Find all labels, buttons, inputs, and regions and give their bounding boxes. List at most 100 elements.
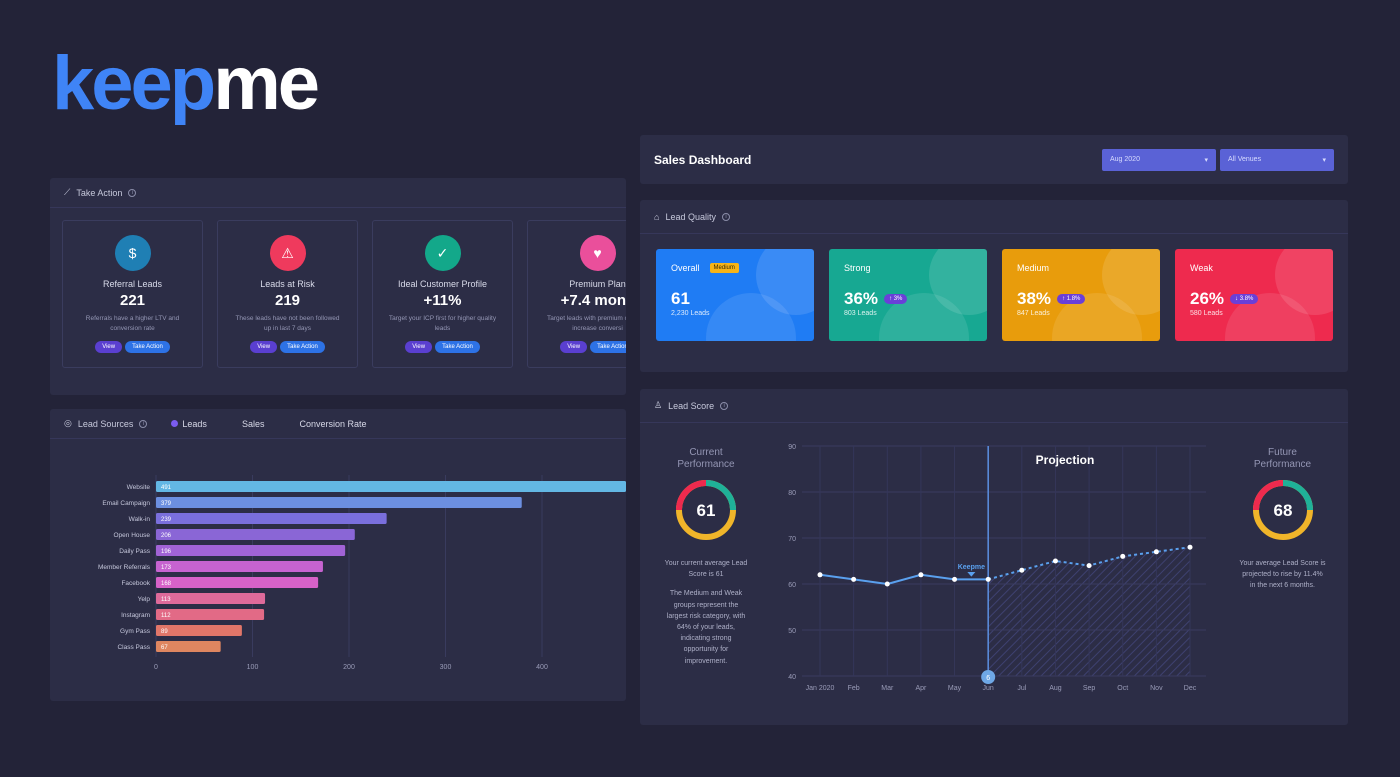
bar[interactable] [156,625,242,636]
x-tick-label: 200 [343,664,355,671]
data-point[interactable] [851,576,857,582]
view-button[interactable]: View [560,341,588,353]
card-label: Medium [1017,263,1050,273]
data-point[interactable] [1086,563,1092,569]
y-tick-label: 60 [788,582,796,589]
current-performance-text: Your current average Lead Score is 61 The … [650,558,762,667]
info-icon[interactable]: i [128,188,137,197]
current-score-value: 61 [697,501,716,520]
info-icon[interactable]: i [139,419,148,428]
card-description: Target leads with premium offers to incr… [546,315,626,332]
x-tick-label: Aug [1049,685,1062,692]
future-performance: Future Performance 68 Your average Lead S… [1225,447,1340,592]
timeline-handle[interactable] [981,670,996,684]
change-badge: ↑ 3% [884,294,908,304]
lead-quality-card[interactable]: Overall Medium 61 2,230 Leads [656,249,814,341]
data-point[interactable] [1052,558,1058,564]
text-line: largest risk category, with [666,612,746,620]
view-button[interactable]: View [95,341,123,353]
bar-value-label: 168 [161,581,172,587]
x-tick-label: Jun [983,685,994,692]
bar-value-label: 173 [161,565,172,571]
card-label: Strong [844,263,871,273]
take-action-card: ✓ Ideal Customer Profile +11% Target your I… [372,220,513,368]
take-action-button[interactable]: Take Action [125,341,170,353]
y-tick-label: 90 [788,444,796,451]
bar[interactable] [156,593,266,604]
chart-title: Projection [1036,453,1095,467]
take-action-button[interactable]: Take Action [280,341,325,353]
change-badge: ↓ 3.8% [1230,294,1259,304]
bar[interactable] [156,481,626,492]
bar-value-label: 206 [161,533,172,539]
text-line: opportunity for [683,646,729,654]
category-label: Class Pass [117,644,150,651]
bar[interactable] [156,545,346,556]
category-label: Daily Pass [119,548,150,555]
lead-quality-card[interactable]: Weak 26% ↓ 3.8% 580 Leads [1175,249,1333,341]
y-tick-label: 50 [788,628,796,635]
x-tick-label: Sep [1083,685,1096,692]
data-point[interactable] [1187,544,1193,550]
take-action-card: ♥ Premium Plan +7.4 mons Target leads with … [527,220,626,368]
legend-conversion-rate[interactable]: Conversion Rate [288,419,366,429]
bar[interactable] [156,513,387,524]
x-tick-label: 0 [154,664,158,671]
panel-title: Lead Quality [665,211,716,222]
bar[interactable] [156,609,265,620]
card-value: 219 [274,292,301,309]
card-subtext: 2,230 Leads [671,310,710,317]
future-score-value: 68 [1273,501,1292,520]
text-line: 64% of your leads, [677,623,735,631]
change-badge: ↑ 1.8% [1057,294,1086,304]
bar-value-label: 491 [161,485,172,491]
take-action-button[interactable]: Take Action [435,341,480,353]
month-select[interactable]: Aug 2020 ▾ [1102,148,1216,171]
bar[interactable] [156,497,522,508]
card-title: Referral Leads [102,279,163,289]
data-point[interactable] [817,572,823,578]
take-action-button[interactable]: Take Action [590,341,626,353]
card-title: Ideal Customer Profile [397,279,488,289]
card-description: Target your ICP first for higher quality… [388,315,497,332]
bar[interactable] [156,577,319,588]
data-point[interactable] [985,576,991,582]
person-icon: ♙ [654,400,663,410]
data-point[interactable] [952,576,958,582]
bar-value-label: 239 [161,517,172,523]
x-tick-label: 300 [440,664,452,671]
view-button[interactable]: View [405,341,433,353]
panel-title: Lead Score [668,400,715,411]
legend-sales[interactable]: Sales [231,419,265,429]
view-button[interactable]: View [250,341,278,353]
data-point[interactable] [918,572,924,578]
user-alert-icon: ⚠ [269,235,306,271]
data-point[interactable] [1120,553,1126,559]
bar[interactable] [156,529,355,540]
panel-title: Take Action [76,187,123,198]
y-tick-label: 40 [788,674,796,681]
data-point[interactable] [884,581,890,587]
info-icon[interactable]: i [720,401,729,410]
x-tick-label: Feb [848,685,860,692]
chevron-down-icon: ▾ [1322,156,1326,164]
x-tick-label: Apr [915,685,927,692]
data-point[interactable] [1153,549,1159,555]
future-score-gauge: 68 [1252,480,1313,540]
category-label: Walk-in [129,516,151,523]
chevron-down-icon: ▾ [1204,156,1208,164]
bar[interactable] [156,641,221,652]
lead-quality-card[interactable]: Medium 38% ↑ 1.8% 847 Leads [1002,249,1160,341]
venue-select[interactable]: All Venues ▾ [1220,148,1334,171]
card-description: Referrals have a higher LTV and conversi… [85,315,180,332]
y-tick-label: 80 [788,490,796,497]
legend-leads[interactable]: Leads [171,419,207,429]
basket-icon: ✓ [424,235,461,271]
bar[interactable] [156,561,323,572]
card-value: +7.4 mons [560,292,626,309]
lead-quality-card[interactable]: Strong 36% ↑ 3% 803 Leads [829,249,987,341]
panel-title: Lead Sources [77,418,134,429]
wand-icon: ⟋ [64,187,71,197]
info-icon[interactable]: i [721,212,730,221]
data-point[interactable] [1019,567,1025,573]
